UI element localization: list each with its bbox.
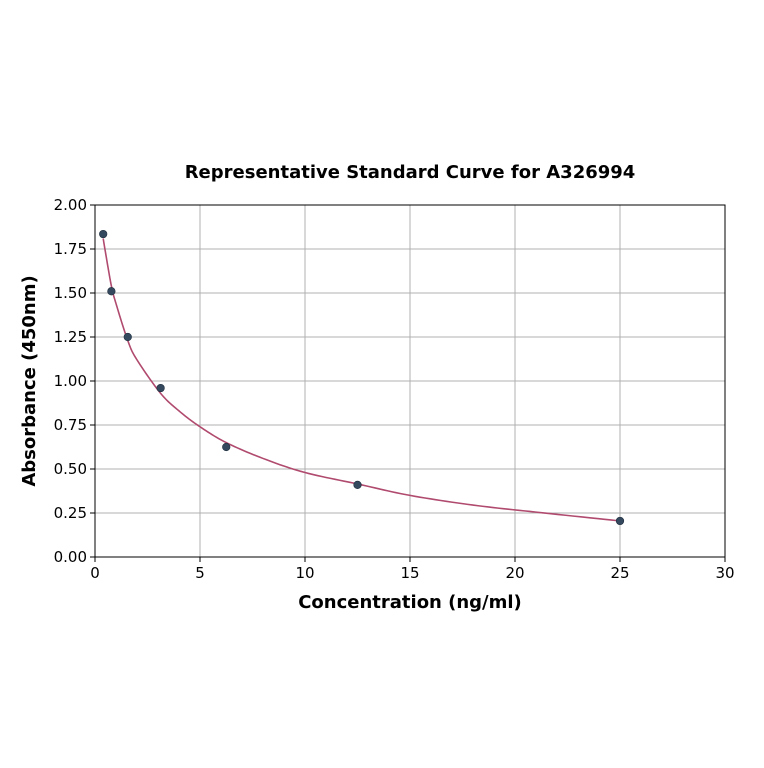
x-tick-label: 30 — [715, 564, 734, 582]
y-axis-title: Absorbance (450nm) — [19, 275, 40, 486]
y-tick-label: 0.50 — [54, 460, 87, 478]
data-point — [107, 287, 116, 296]
y-tick-label: 1.50 — [54, 284, 87, 302]
y-tick-label: 2.00 — [54, 196, 87, 214]
y-tick-label: 1.00 — [54, 372, 87, 390]
data-point — [615, 516, 625, 526]
x-tick-label: 10 — [295, 564, 314, 582]
y-tick-label: 1.25 — [54, 328, 87, 346]
fitted-curve-line — [102, 238, 621, 522]
data-point — [99, 229, 108, 239]
y-tick-label: 0.25 — [54, 504, 87, 522]
data-points — [99, 229, 625, 526]
x-axis-title: Concentration (ng/ml) — [298, 592, 522, 613]
x-tick-label: 0 — [90, 564, 100, 582]
y-axis-ticks: 0.00 0.25 0.50 0.75 1.00 1.25 1.50 1.75 2.00 — [54, 196, 95, 566]
x-tick-label: 25 — [610, 564, 629, 582]
x-tick-label: 20 — [505, 564, 524, 582]
data-point — [156, 383, 165, 393]
data-point — [123, 332, 132, 342]
chart-title: Representative Standard Curve for A32699… — [185, 162, 636, 183]
x-tick-label: 5 — [195, 564, 205, 582]
data-point — [353, 480, 362, 489]
x-tick-label: 15 — [400, 564, 419, 582]
y-tick-label: 0.75 — [54, 416, 87, 434]
y-tick-label: 0.00 — [54, 548, 87, 566]
grid-lines — [94, 204, 726, 558]
y-tick-label: 1.75 — [54, 240, 87, 258]
data-point — [222, 442, 231, 452]
x-axis-ticks: 0 5 10 15 20 25 30 — [90, 557, 735, 582]
